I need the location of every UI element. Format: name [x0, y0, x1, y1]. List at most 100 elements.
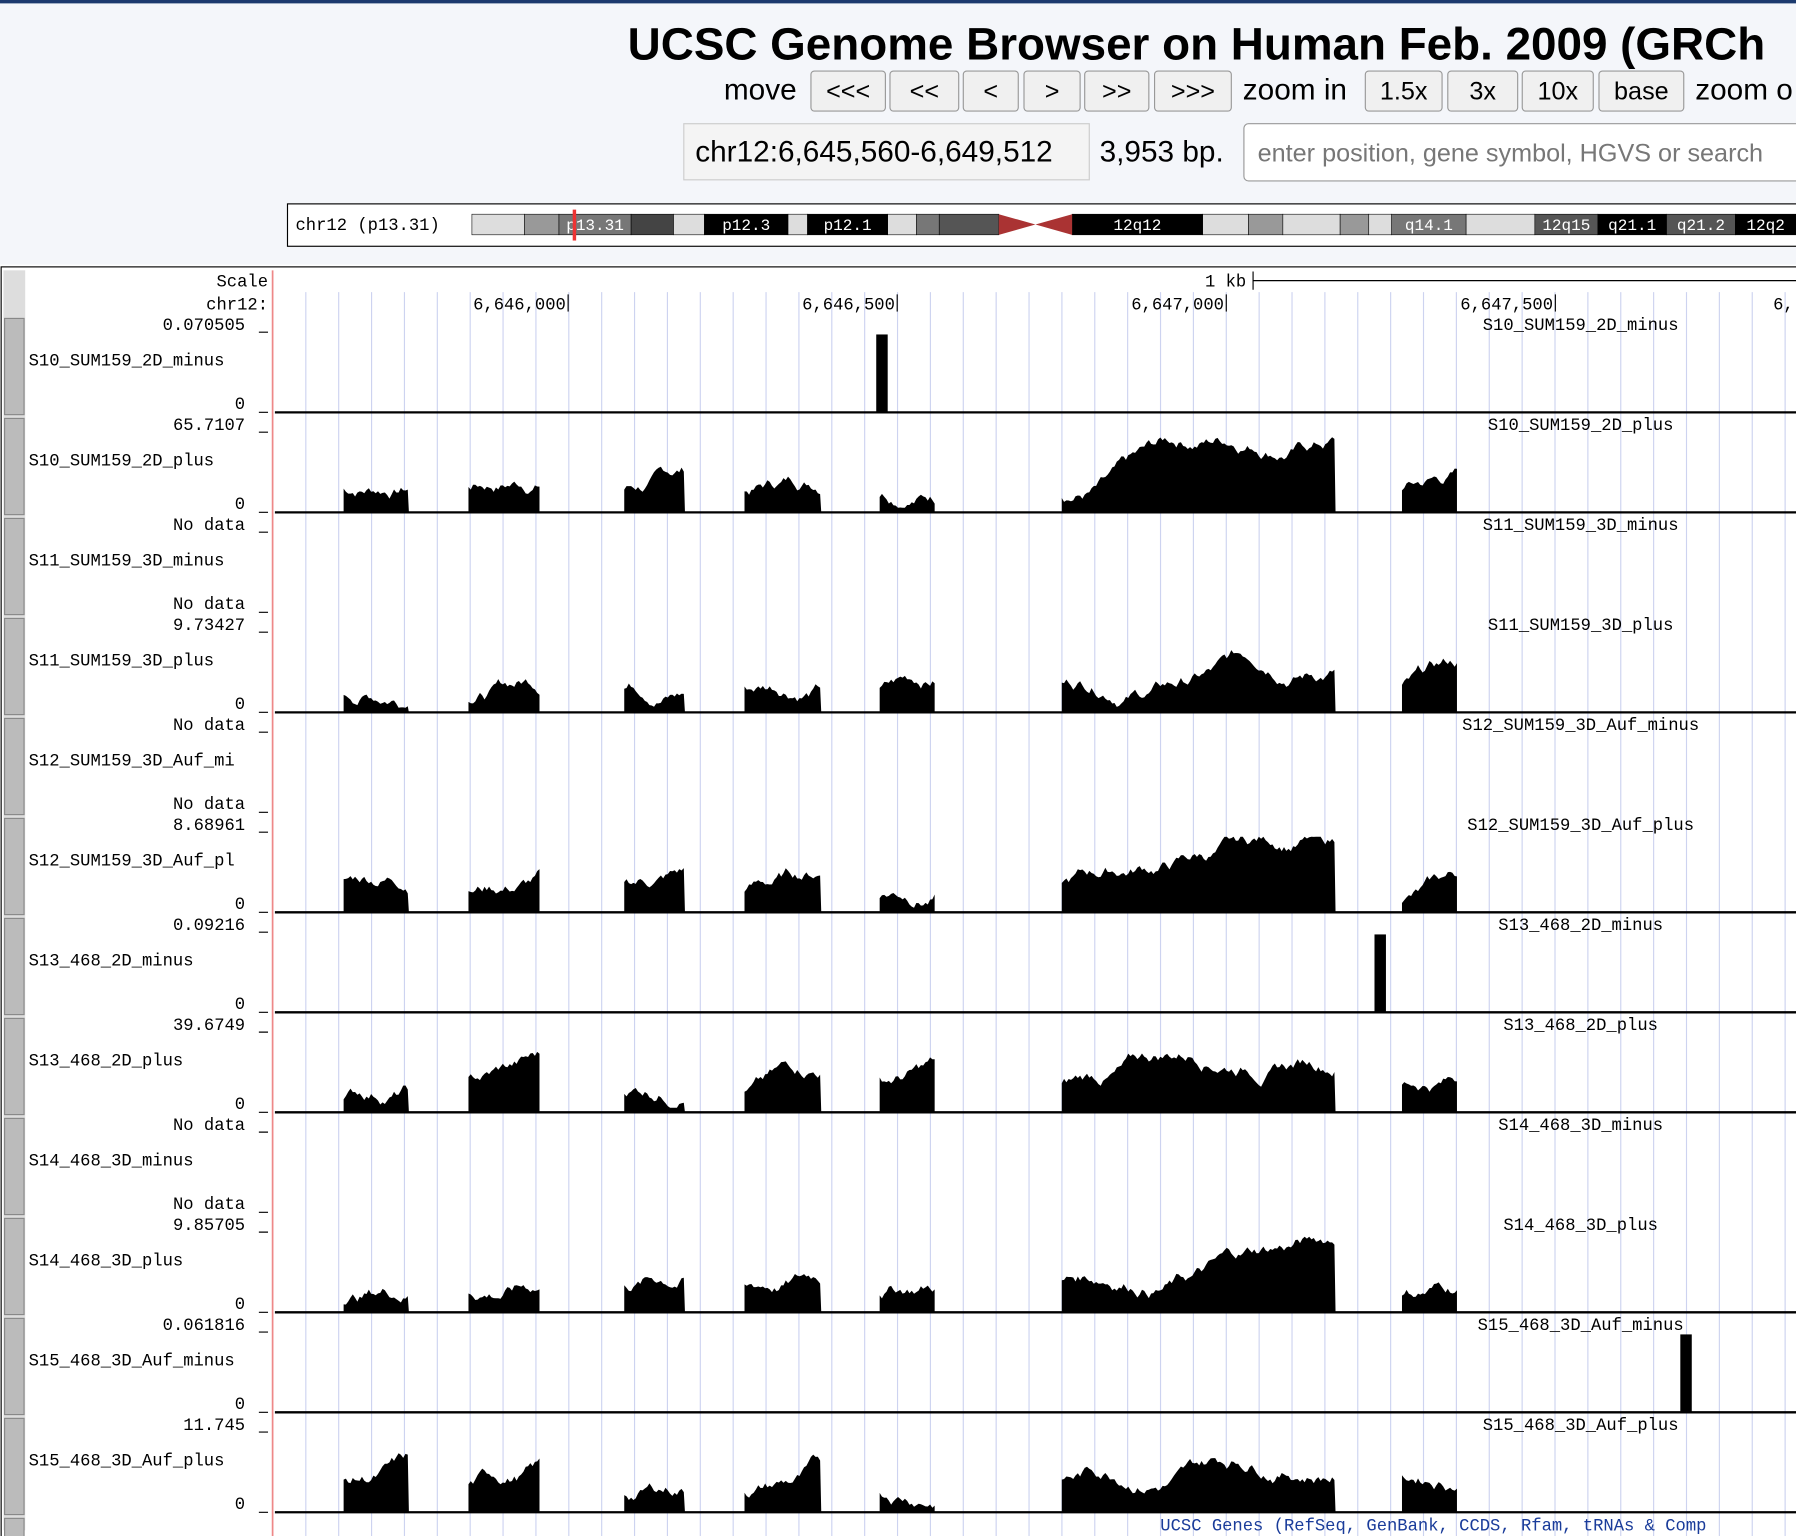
move-label: move [724, 74, 797, 107]
signal [624, 1277, 685, 1313]
track-right-label: S10_SUM159_2D_minus [1483, 317, 1679, 336]
track-button[interactable] [4, 1417, 25, 1516]
track-button[interactable] [4, 1517, 25, 1536]
signal [1061, 1236, 1336, 1313]
position-label: 6,647,500 [1460, 296, 1553, 315]
track-max: 9.73427 [173, 617, 245, 636]
band-label: p13.31 [566, 217, 624, 235]
band [524, 213, 560, 236]
track-button[interactable] [4, 1117, 25, 1216]
button[interactable] [1521, 70, 1594, 112]
signal [879, 1057, 935, 1113]
track-button[interactable] [4, 417, 25, 516]
track-name: S15_468_3D_Auf_plus [29, 1452, 225, 1471]
signal [744, 476, 822, 513]
track-name: S13_468_2D_minus [29, 952, 194, 971]
signal [744, 868, 822, 913]
axis-ticks [258, 1231, 269, 1313]
zoom-in-label: zoom in [1243, 74, 1347, 107]
search-placeholder: enter position, gene symbol, HGVS or sea… [1258, 140, 1763, 168]
signal [1061, 1458, 1336, 1513]
track-max: 39.6749 [173, 1017, 245, 1036]
button[interactable] [1364, 70, 1443, 112]
signal [1401, 468, 1457, 513]
signal [879, 675, 935, 713]
band-label: q21.2 [1677, 217, 1725, 235]
axis-ticks [258, 431, 269, 513]
signal [624, 868, 685, 913]
kb-label: 1 kb [1205, 273, 1246, 292]
band [1465, 213, 1536, 236]
signal [343, 1085, 409, 1113]
axis-ticks [258, 631, 269, 713]
track-min: 0 [235, 1296, 245, 1315]
track-right-label: S15_468_3D_Auf_minus [1478, 1317, 1684, 1336]
signal [744, 1454, 822, 1513]
scale-label: Scale [216, 273, 268, 292]
signal [1061, 836, 1336, 913]
track-max: 9.85705 [173, 1217, 245, 1236]
signal [468, 1458, 540, 1513]
track-max: 8.68961 [173, 817, 245, 836]
track-max: No data [173, 1117, 245, 1136]
signal [343, 1453, 409, 1513]
track-button[interactable] [4, 517, 25, 616]
button-label: << [910, 78, 939, 106]
zoom-out-label: zoom o [1695, 74, 1793, 107]
position-marker [572, 209, 577, 241]
button-label: 10x [1537, 78, 1578, 106]
button[interactable] [1598, 70, 1685, 112]
footer-track: UCSC Genes (RefSeq, GenBank, CCDS, Rfam,… [1160, 1517, 1706, 1536]
signal [468, 1051, 540, 1113]
button[interactable] [1023, 70, 1081, 112]
signal [879, 1492, 935, 1513]
button[interactable] [1084, 70, 1150, 112]
track-button[interactable] [4, 917, 25, 1016]
signal [879, 493, 935, 513]
band-label: 12q15 [1542, 217, 1590, 235]
track-max: 0.061816 [163, 1317, 245, 1336]
track-right-label: S14_468_3D_minus [1498, 1117, 1663, 1136]
button-label: base [1614, 78, 1669, 106]
track-name: S14_468_3D_plus [29, 1252, 184, 1271]
ideogram-label: chr12 (p13.31) [296, 217, 440, 236]
signal [744, 1273, 822, 1313]
title: UCSC Genome Browser on Human Feb. 2009 (… [628, 19, 1766, 70]
track-button[interactable] [4, 1217, 25, 1316]
axis-ticks [258, 831, 269, 913]
track-name: S15_468_3D_Auf_minus [29, 1352, 235, 1371]
track-button[interactable] [4, 817, 25, 916]
track-button[interactable] [4, 617, 25, 716]
track-min: No data [173, 1196, 245, 1215]
signal [624, 1087, 685, 1113]
signal [1401, 658, 1457, 713]
button[interactable] [889, 70, 960, 112]
signal [744, 684, 822, 713]
signal [879, 892, 935, 913]
button[interactable] [1447, 70, 1519, 112]
track-button[interactable] [4, 1017, 25, 1116]
track-right-label: S12_SUM159_3D_Auf_minus [1462, 717, 1699, 736]
signal [1061, 650, 1336, 713]
signal [343, 876, 409, 913]
search-input[interactable] [1243, 123, 1796, 182]
button[interactable] [1153, 70, 1232, 112]
track-min: 0 [235, 1096, 245, 1115]
signal [744, 1061, 822, 1113]
track-button[interactable] [4, 717, 25, 816]
track-name: S10_SUM159_2D_plus [29, 452, 215, 471]
signal [1374, 934, 1386, 1013]
band [1202, 213, 1249, 236]
button[interactable] [962, 70, 1019, 112]
band-label: q21.1 [1608, 217, 1656, 235]
signal [1061, 1053, 1336, 1113]
track-max: 65.7107 [173, 417, 245, 436]
button-label: 3x [1469, 78, 1496, 106]
button[interactable] [810, 70, 886, 112]
track-right-label: S10_SUM159_2D_plus [1488, 417, 1674, 436]
button-label: > [1045, 78, 1060, 106]
signal [468, 679, 540, 713]
track-button[interactable] [4, 1317, 25, 1416]
track-button[interactable] [4, 317, 25, 416]
